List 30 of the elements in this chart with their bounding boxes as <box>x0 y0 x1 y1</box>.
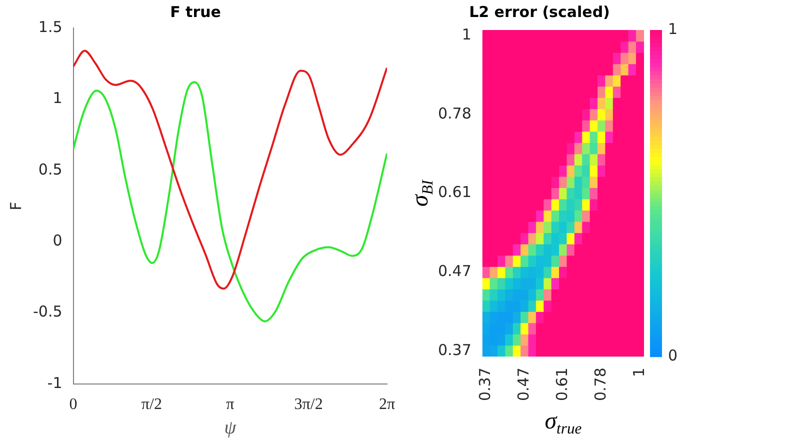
x-axis-title: ψ <box>224 418 238 439</box>
x-tick-label: 2π <box>378 396 396 413</box>
x-tick-label: π <box>226 396 234 413</box>
y-tick-label: 0.37 <box>438 340 472 359</box>
y-tick-label: -0.5 <box>32 302 62 321</box>
line-series <box>73 81 387 322</box>
y-tick-label: 0.78 <box>438 104 472 122</box>
y-tick-label: 0 <box>52 231 62 250</box>
y-tick-label: 0.47 <box>438 262 472 280</box>
y-tick-label: 0.61 <box>438 183 472 202</box>
color-bar-label: 1 <box>668 20 678 38</box>
y-tick-label: -1 <box>47 374 62 392</box>
y-tick-label: 1.5 <box>38 18 62 36</box>
line-series <box>73 50 387 290</box>
color-bar-label: 0 <box>668 346 678 364</box>
x-tick-label: 0.47 <box>514 368 533 402</box>
chart-title: L2 error (scaled) <box>469 2 610 21</box>
y-tick-label: 0.5 <box>38 160 62 178</box>
y-tick-label: 1 <box>52 89 62 108</box>
x-tick-label: 0.78 <box>592 368 610 402</box>
x-tick-label: 1 <box>630 368 648 378</box>
y-axis-title: σBI <box>407 179 436 207</box>
x-tick-label: 0 <box>69 396 78 413</box>
chart-title: F true <box>170 2 221 21</box>
x-tick-label: 0.37 <box>476 368 494 402</box>
y-axis-title: F <box>6 202 25 210</box>
y-tick-label: 1 <box>462 26 472 44</box>
x-tick-label: π/2 <box>141 396 162 413</box>
x-tick-label: 0.61 <box>553 368 572 402</box>
x-tick-label: 3π/2 <box>294 396 323 413</box>
